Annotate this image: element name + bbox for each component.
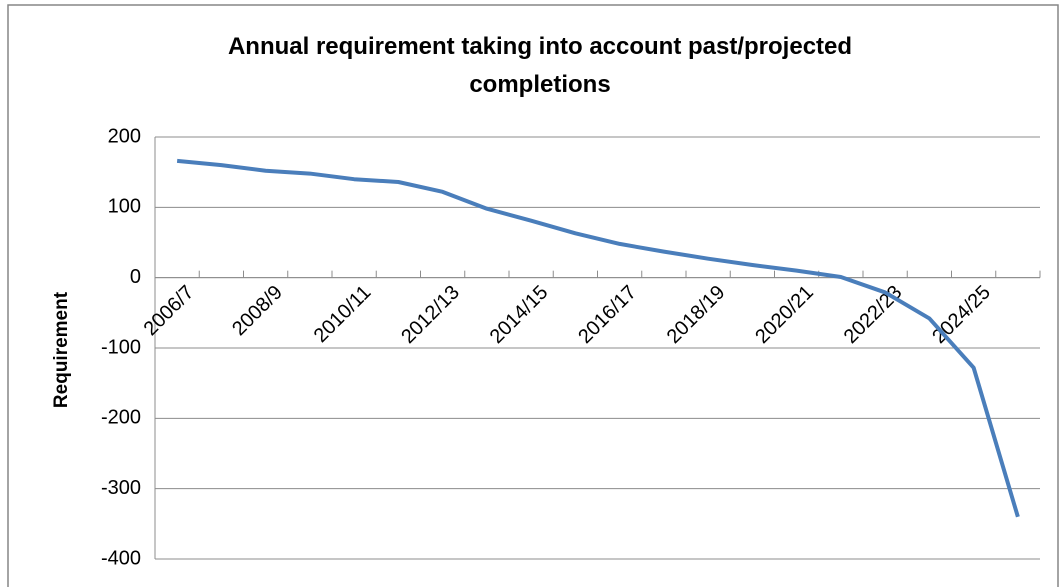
y-tick-label: -100 <box>101 336 141 358</box>
data-line <box>176 158 1020 518</box>
y-tick-label: -400 <box>101 547 141 569</box>
chart-title: Annual requirement taking into account p… <box>228 33 852 98</box>
chart-frame <box>7 4 1059 587</box>
y-tick-label: 200 <box>108 125 141 147</box>
y-axis-label: Requirement <box>51 291 72 408</box>
y-tick-label: -300 <box>101 477 141 499</box>
y-tick-label: -200 <box>101 407 141 429</box>
y-tick-label: 0 <box>130 266 141 288</box>
y-tick-label: 100 <box>108 196 141 218</box>
